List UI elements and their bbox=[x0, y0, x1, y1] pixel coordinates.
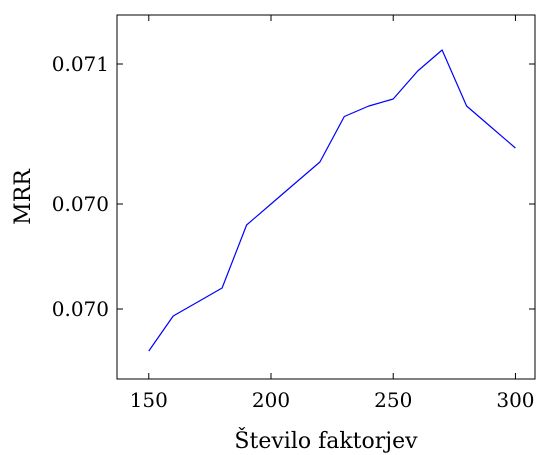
x-axis-label: Število faktorjev bbox=[234, 427, 418, 454]
plot-frame bbox=[116, 14, 536, 380]
y-axis-label: MRR bbox=[11, 168, 36, 225]
y-axis-ticks: 0.070 0.070 0.071 bbox=[52, 52, 535, 321]
x-tick-label: 200 bbox=[252, 388, 290, 412]
x-tick-label: 150 bbox=[130, 388, 168, 412]
x-tick-label: 300 bbox=[496, 388, 534, 412]
y-tick-label: 0.071 bbox=[52, 52, 109, 76]
y-tick-label: 0.070 bbox=[52, 297, 109, 321]
x-tick-label: 250 bbox=[374, 388, 412, 412]
y-tick-label: 0.070 bbox=[52, 192, 109, 216]
series-layer bbox=[148, 49, 516, 352]
series-line bbox=[148, 49, 516, 352]
x-axis-ticks: 150 200 250 300 bbox=[130, 15, 535, 412]
